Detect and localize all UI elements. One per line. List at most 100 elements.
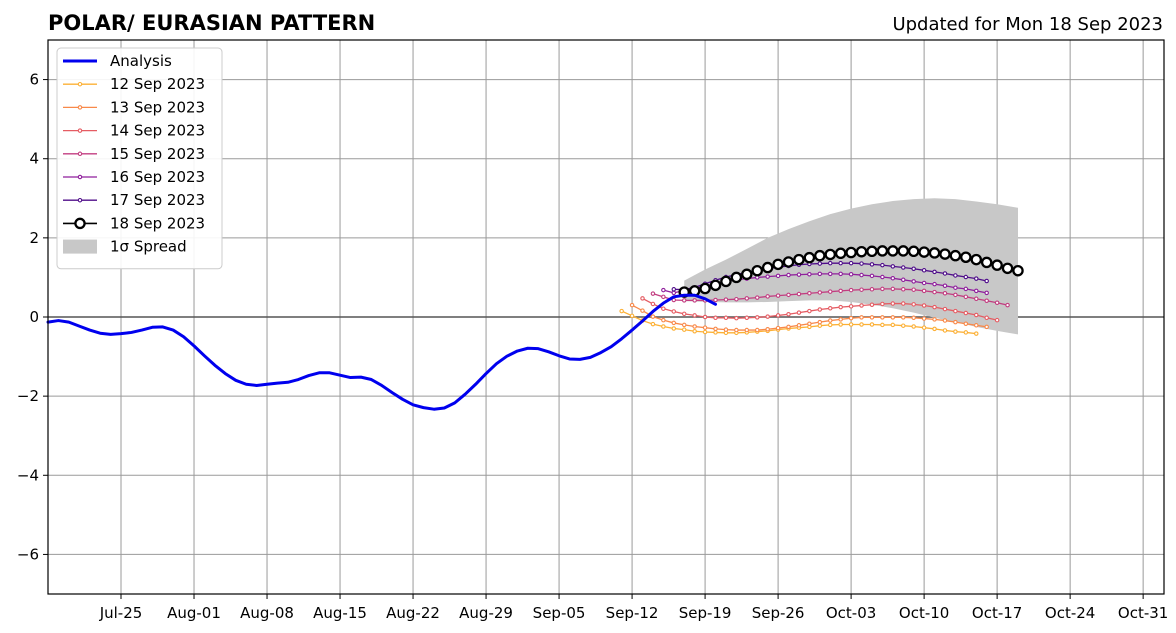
series-point [880, 286, 885, 292]
legend-label: 1σ Spread [110, 238, 187, 256]
series-point [887, 245, 899, 257]
legend-label: 16 Sep 2023 [110, 168, 205, 186]
series-point [974, 296, 979, 302]
series-point [838, 271, 843, 277]
legend-marker [63, 239, 97, 254]
legend-label: 17 Sep 2023 [110, 191, 205, 209]
series-point [827, 322, 833, 328]
chart-title: POLAR/ EURASIAN PATTERN [48, 11, 375, 35]
series-point [661, 306, 666, 311]
series-point [960, 251, 972, 263]
y-tick-label: −2 [17, 387, 39, 405]
legend-label: Analysis [110, 52, 172, 70]
series-point [869, 262, 875, 267]
series-point [692, 324, 697, 329]
series-point [671, 290, 677, 296]
series-point [730, 271, 743, 284]
series-point [765, 327, 770, 332]
series-point [984, 290, 989, 296]
series-point [890, 264, 896, 269]
series-point [942, 318, 948, 323]
series-point [949, 249, 962, 262]
series-point [761, 261, 774, 274]
series-point [942, 283, 948, 288]
x-tick-label: Aug-01 [167, 604, 221, 622]
series-point [807, 291, 812, 296]
series-point [848, 287, 854, 293]
series-point [984, 315, 989, 321]
series-point [734, 327, 739, 333]
series-point [994, 317, 1000, 323]
series-point [765, 314, 770, 319]
chart-legend: Analysis 12 Sep 2023 13 Sep 2023 14 Sep 202… [56, 47, 223, 270]
series-point [838, 304, 843, 310]
series-point [629, 313, 635, 319]
series-point [880, 262, 885, 268]
series-point [890, 286, 896, 292]
series-point [942, 271, 948, 276]
series-point [807, 308, 812, 314]
series-point [928, 247, 941, 259]
series-point [827, 289, 833, 294]
series-point [953, 308, 958, 314]
series-point [848, 260, 854, 266]
series-point [845, 246, 857, 259]
x-tick-label: Sep-26 [752, 604, 805, 622]
series-point [859, 322, 864, 327]
series-point [775, 273, 781, 279]
x-tick-label: Aug-15 [313, 604, 367, 622]
series-point [775, 325, 781, 331]
series-point [932, 281, 937, 287]
legend-marker [74, 217, 86, 230]
series-point [692, 328, 697, 334]
series-point [713, 297, 718, 303]
series-point [859, 315, 864, 320]
series-point [869, 287, 875, 292]
series-point [629, 302, 635, 308]
series-point [817, 261, 823, 266]
series-point [827, 260, 833, 266]
legend-marker [77, 105, 83, 110]
series-point [932, 304, 937, 310]
series-point [921, 268, 927, 273]
series-point [932, 289, 937, 295]
series-point [991, 259, 1003, 271]
x-tick-label: Aug-29 [459, 604, 513, 622]
series-point [713, 330, 718, 335]
series-point [921, 316, 927, 321]
series-point [869, 273, 875, 279]
legend-label: 18 Sep 2023 [110, 214, 205, 232]
x-tick-label: Oct-17 [972, 604, 1022, 622]
series-point [1001, 262, 1014, 275]
series-point [671, 320, 677, 326]
series-point [661, 324, 666, 329]
series-point [619, 308, 624, 314]
series-point [681, 311, 687, 317]
y-tick-label: 6 [29, 71, 39, 89]
series-point [921, 288, 927, 294]
series-point [907, 245, 920, 258]
series-point [932, 269, 937, 275]
spread-band [684, 198, 1018, 335]
series-point [848, 272, 854, 277]
series-point [848, 322, 854, 327]
y-tick-label: −6 [17, 545, 39, 563]
series-point [793, 253, 805, 266]
series-point [932, 326, 937, 332]
legend-marker [77, 197, 83, 203]
series-point [754, 295, 760, 300]
series-point [744, 296, 750, 301]
series-point [911, 315, 916, 321]
x-tick-label: Jul-25 [99, 604, 143, 622]
legend-label: 15 Sep 2023 [110, 145, 205, 163]
series-point [974, 312, 979, 318]
x-tick-label: Sep-19 [679, 604, 732, 622]
series-point [671, 309, 677, 314]
series-point [640, 308, 645, 313]
series-point [974, 288, 979, 294]
series-point [911, 287, 916, 292]
series-point [901, 265, 906, 270]
series-point [911, 324, 916, 329]
series-point [890, 275, 896, 281]
series-point [963, 310, 969, 316]
